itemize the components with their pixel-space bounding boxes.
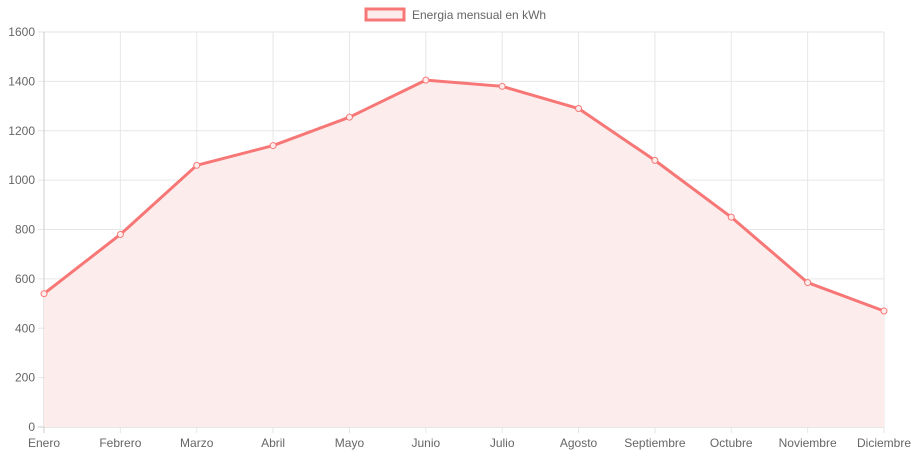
data-point[interactable]	[498, 82, 506, 90]
x-tick-label: Agosto	[560, 436, 598, 450]
y-tick-label: 600	[15, 272, 35, 286]
y-tick-label: 1400	[8, 74, 35, 88]
data-point[interactable]	[651, 156, 659, 164]
data-point[interactable]	[40, 290, 48, 298]
data-point[interactable]	[345, 113, 353, 121]
series-area-0	[44, 80, 884, 427]
y-tick-label: 400	[15, 321, 35, 335]
area-fill-layer	[44, 80, 884, 427]
series-line-layer	[43, 78, 885, 313]
y-tick-label: 1200	[8, 124, 35, 138]
x-tick-label: Febrero	[99, 436, 141, 450]
data-point[interactable]	[116, 230, 124, 238]
y-tick-label: 0	[28, 420, 35, 434]
y-tick-label: 1000	[8, 173, 35, 187]
data-point[interactable]	[193, 161, 201, 169]
x-tick-label: Junio	[411, 436, 440, 450]
x-tick-label: Marzo	[180, 436, 214, 450]
data-point[interactable]	[575, 105, 583, 113]
x-tick-label: Noviembre	[779, 436, 837, 450]
legend[interactable]: Energia mensual en kWh	[364, 7, 546, 22]
data-point[interactable]	[727, 213, 735, 221]
legend-swatch-0	[364, 7, 406, 22]
x-axis-ticks: Enero Febrero Marzo Abril Mayo Junio Julio Agos…	[28, 436, 911, 450]
data-point[interactable]	[269, 142, 277, 150]
x-tick-label: Septiembre	[624, 436, 686, 450]
data-points-layer	[40, 76, 888, 315]
x-tick-label: Octubre	[710, 436, 753, 450]
y-tick-label: 1600	[8, 25, 35, 39]
legend-label-0: Energia mensual en kWh	[412, 8, 546, 22]
series-line-0	[43, 78, 885, 313]
y-axis-ticks: 0 200 400 600 800 1000 1200 1400 1600	[8, 25, 35, 434]
data-point[interactable]	[422, 76, 430, 84]
x-tick-label: Diciembre	[857, 436, 911, 450]
data-point[interactable]	[804, 279, 812, 287]
x-tick-label: Enero	[28, 436, 60, 450]
x-tick-label: Abril	[261, 436, 285, 450]
y-tick-label: 800	[15, 223, 35, 237]
y-tick-label: 200	[15, 371, 35, 385]
x-tick-label: Julio	[490, 436, 515, 450]
data-point[interactable]	[880, 307, 888, 315]
x-tick-label: Mayo	[335, 436, 365, 450]
